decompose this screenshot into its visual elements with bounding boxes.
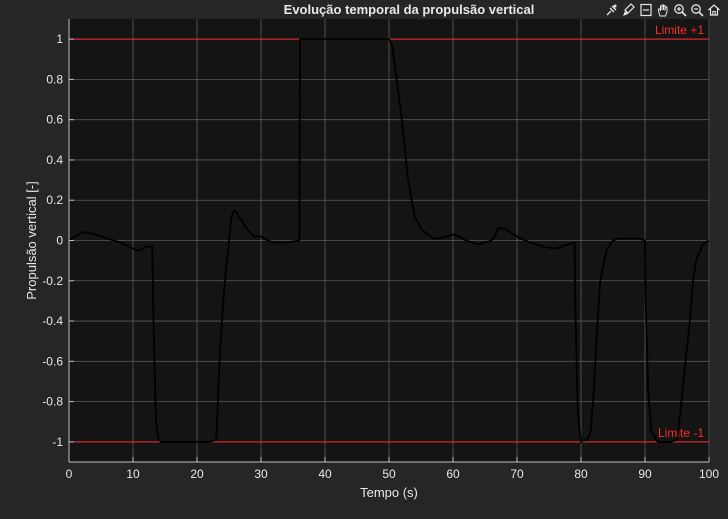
x-tick-label: 70 [510, 467, 524, 481]
y-tick-label: 0 [56, 234, 63, 248]
x-tick-label: 90 [638, 467, 652, 481]
y-tick-label: -1 [52, 435, 63, 449]
chart-title: Evolução temporal da propulsão vertical [284, 2, 535, 17]
x-tick-label: 20 [190, 467, 204, 481]
data-tips-button[interactable] [604, 2, 620, 18]
home-icon [707, 3, 721, 17]
y-axis-label: Propulsão vertical [-] [24, 181, 39, 300]
x-tick-label: 10 [126, 467, 140, 481]
y-tick-label: -0.2 [42, 274, 63, 288]
zoom-in-icon [673, 3, 687, 17]
x-tick-label: 30 [254, 467, 268, 481]
x-tick-label: 50 [382, 467, 396, 481]
zoom-out-icon [690, 3, 704, 17]
y-tick-label: -0.8 [42, 395, 63, 409]
reference-line-label: Limite -1 [658, 426, 704, 440]
home-button[interactable] [706, 2, 722, 18]
y-tick-label: 0.6 [46, 113, 63, 127]
zoom-out-button[interactable] [689, 2, 705, 18]
legend-button[interactable] [638, 2, 654, 18]
x-tick-label: 80 [574, 467, 588, 481]
x-axis-label: Tempo (s) [360, 485, 418, 500]
data-tips-icon [605, 3, 619, 17]
legend-icon [639, 3, 653, 17]
y-tick-label: 1 [56, 32, 63, 46]
series-line [68, 38, 710, 443]
pan-hand-icon [656, 3, 670, 17]
zoom-in-button[interactable] [672, 2, 688, 18]
y-tick-label: 0.8 [46, 72, 63, 86]
x-tick-label: 40 [318, 467, 332, 481]
axes-toolbar [604, 1, 722, 19]
reference-line-label: Limite +1 [655, 23, 704, 37]
x-tick-label: 60 [446, 467, 460, 481]
y-tick-label: 0.4 [46, 153, 63, 167]
y-tick-label: 0.2 [46, 193, 63, 207]
x-tick-label: 0 [66, 467, 73, 481]
y-tick-label: -0.6 [42, 354, 63, 368]
pan-button[interactable] [655, 2, 671, 18]
brush-icon [622, 3, 636, 17]
brush-button[interactable] [621, 2, 637, 18]
y-tick-label: -0.4 [42, 314, 63, 328]
x-tick-label: 100 [699, 467, 719, 481]
